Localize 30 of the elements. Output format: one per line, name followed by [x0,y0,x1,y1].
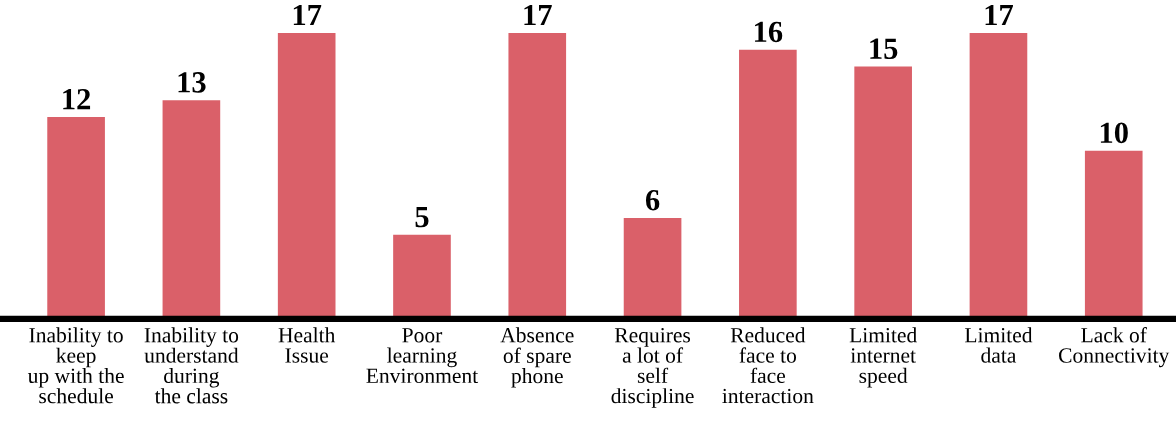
bar [969,32,1028,319]
data-label: 13 [178,72,206,93]
x-tick-label: Limited data [964,327,1033,363]
data-label: 5 [415,206,429,228]
data-label: 17 [524,4,552,26]
bar [854,66,912,319]
bar [1084,150,1143,319]
bar [508,32,567,319]
data-label: 16 [755,21,783,43]
x-tick-label: Inability to understand during the class [144,327,239,404]
bar [277,32,336,319]
bar [739,49,797,319]
bar [162,100,221,319]
data-label: 10 [1100,122,1128,144]
x-tick-label: Requires a lot of self discipline [611,328,694,408]
x-tick-label: Reduced face to face interaction [722,327,814,404]
data-label: 17 [293,4,322,26]
x-tick-label: Limited internet speed [849,327,917,388]
data-label: 17 [985,4,1013,26]
data-label: 12 [63,88,91,110]
x-tick-label: Health Issue [278,327,336,363]
bar [47,117,105,319]
data-label: 15 [870,38,898,59]
data-label: 6 [645,189,660,211]
x-tick-label: Inability to keep up with the schedule [27,327,124,404]
bar [623,218,682,319]
x-tick-label: Lack of Connectivity [1059,327,1170,368]
bar [393,234,451,319]
x-tick-label: Poor learning Environment [366,328,479,384]
x-tick-label: Absence of spare phone [500,327,574,388]
